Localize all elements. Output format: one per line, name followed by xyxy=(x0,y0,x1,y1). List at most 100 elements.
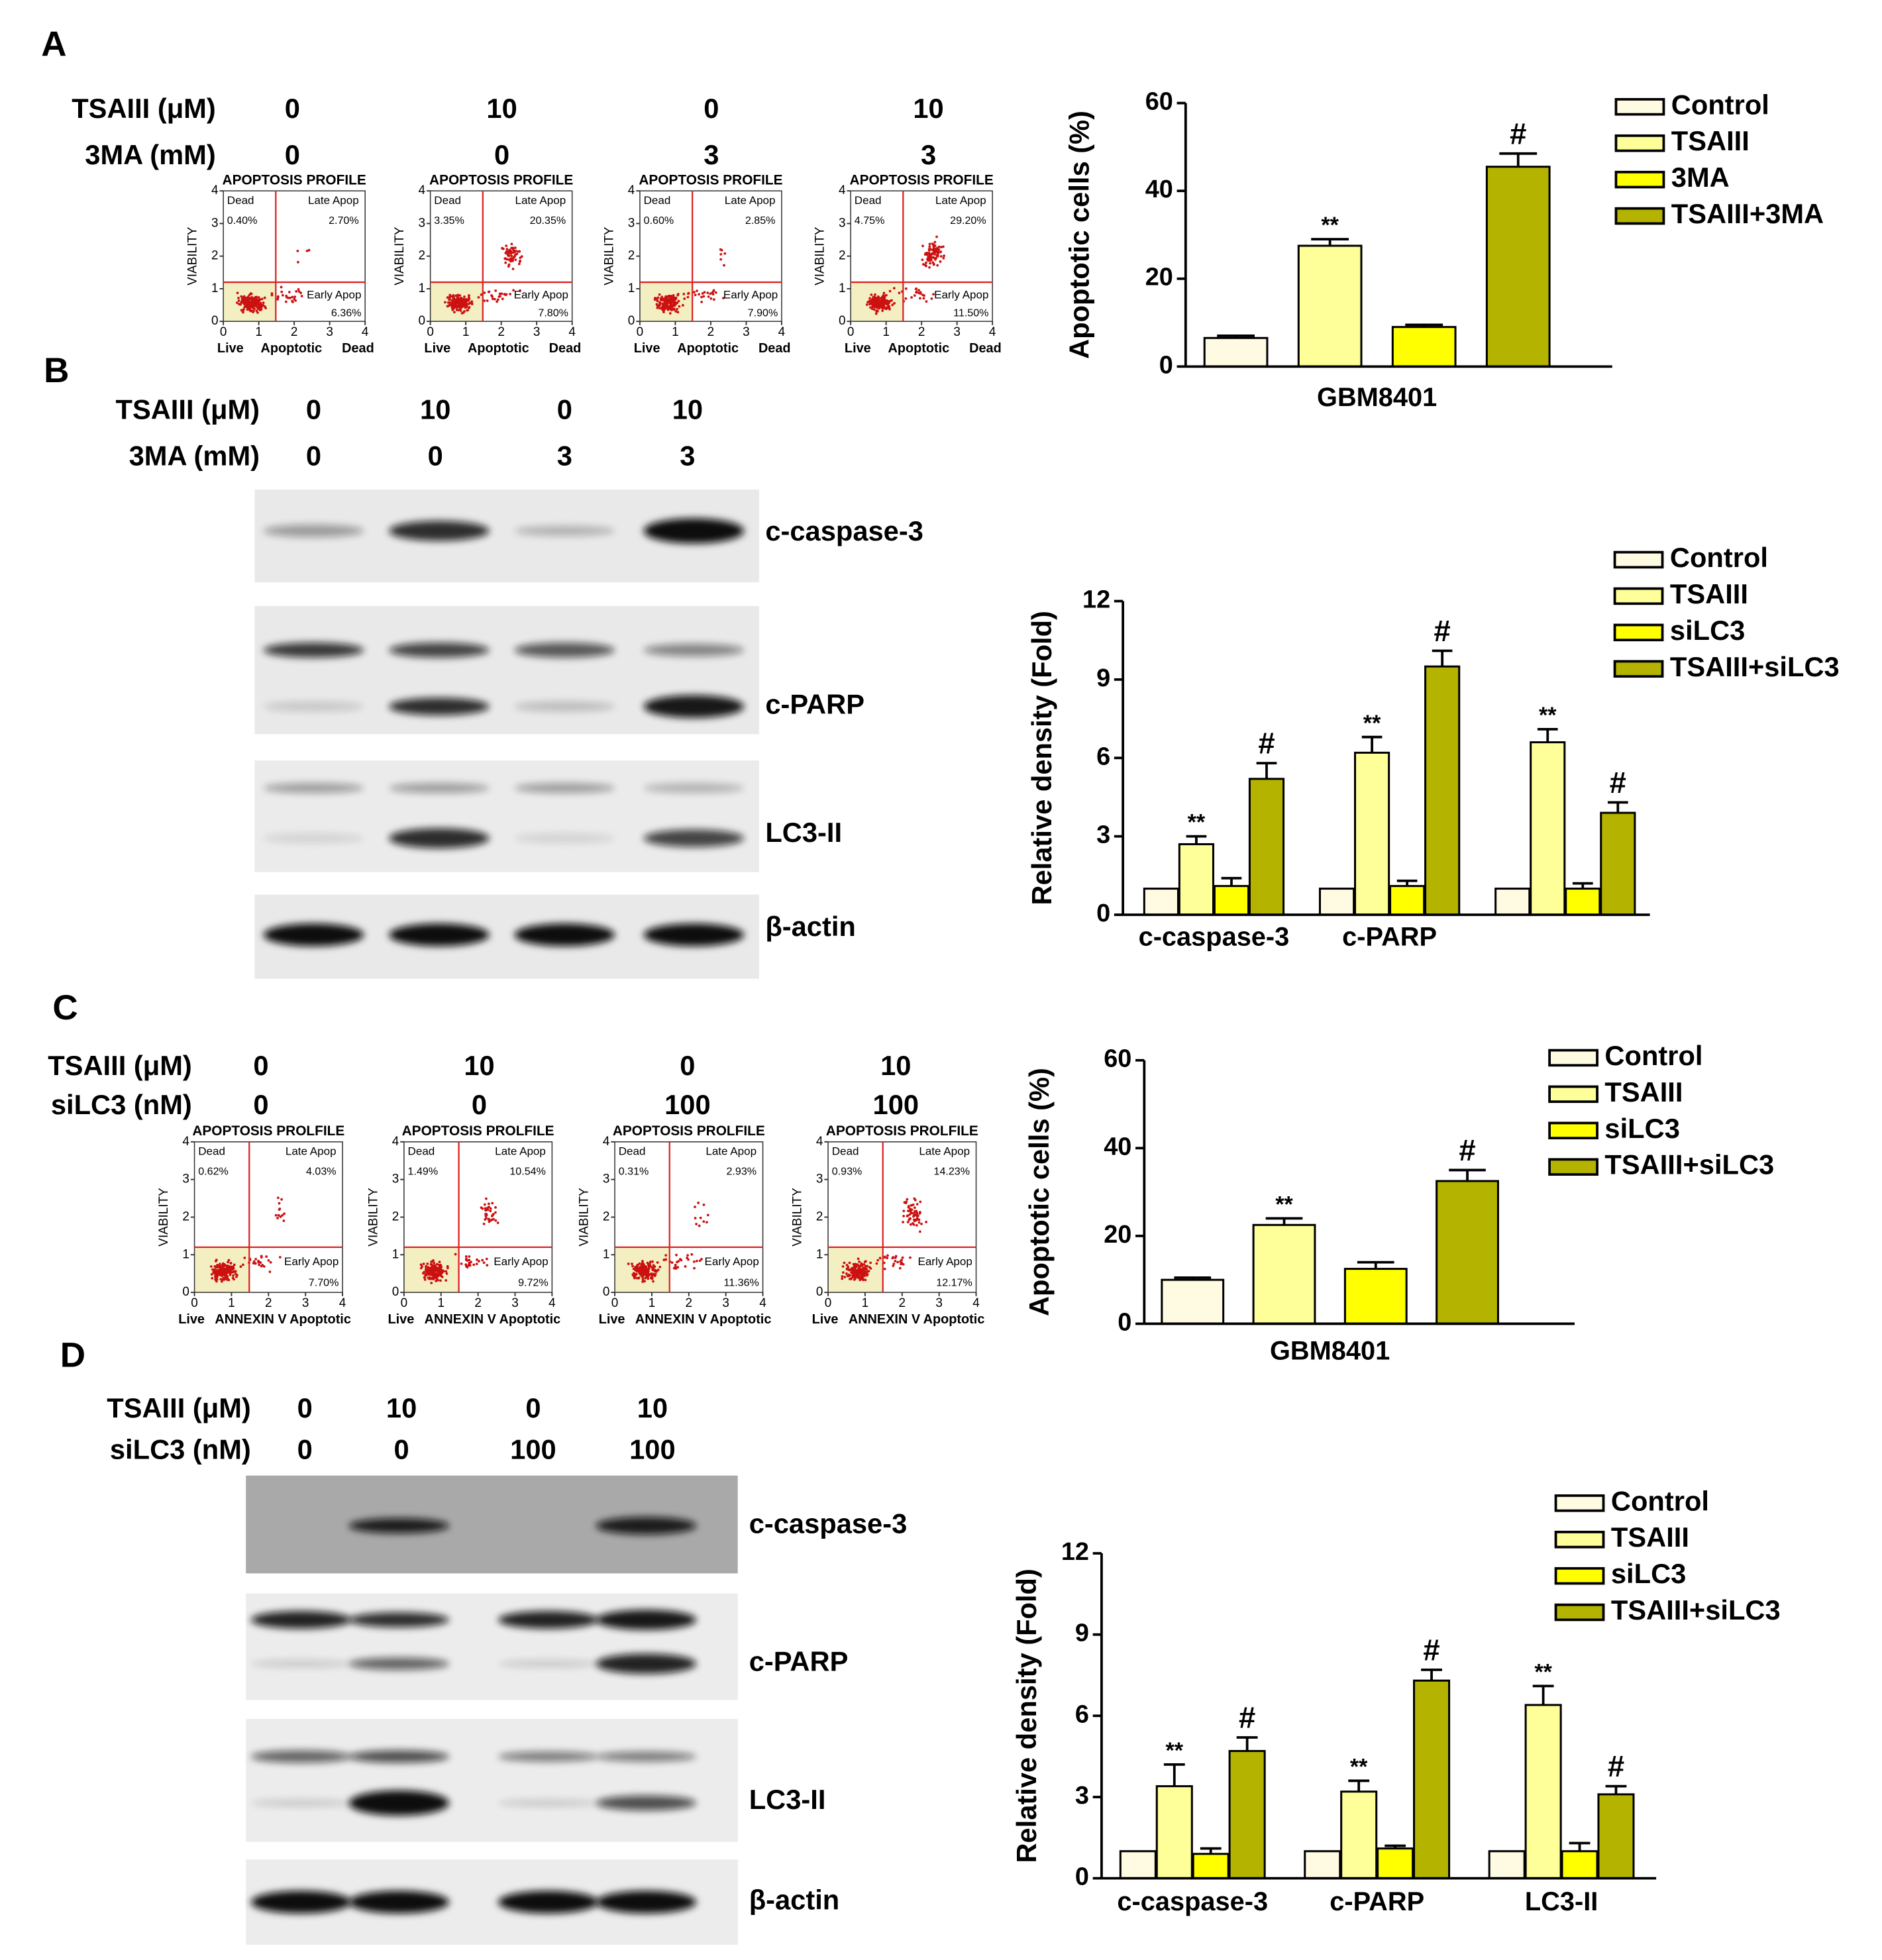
event-dot xyxy=(518,260,521,263)
event-dot xyxy=(490,294,493,297)
significance-mark: ** xyxy=(1166,1738,1184,1763)
event-dot xyxy=(928,245,931,248)
event-dot xyxy=(507,251,511,254)
y-tick-label: 2 xyxy=(628,249,635,263)
event-dot xyxy=(639,1268,642,1271)
event-dot xyxy=(880,300,883,303)
event-dot xyxy=(902,1263,905,1266)
bar xyxy=(1424,665,1461,916)
x-tick-label: 3 xyxy=(511,1296,519,1310)
event-dot xyxy=(647,1275,649,1278)
event-dot xyxy=(491,1213,494,1217)
event-dot xyxy=(913,1197,916,1200)
blot-background xyxy=(246,1719,738,1842)
significance-mark: ** xyxy=(1350,1755,1368,1780)
blot-band xyxy=(263,701,364,712)
event-dot xyxy=(910,1204,913,1207)
event-dot xyxy=(874,312,878,315)
blot-label: c-caspase-3 xyxy=(749,1508,908,1539)
blot-label: LC3-II xyxy=(749,1784,826,1815)
event-dot xyxy=(874,300,877,303)
event-dot xyxy=(470,1261,472,1264)
event-dot xyxy=(460,1262,463,1265)
y-tick-label: 6 xyxy=(1096,743,1110,770)
event-dot xyxy=(914,1213,917,1217)
legend-swatch xyxy=(1548,1121,1598,1140)
event-dot xyxy=(270,293,274,297)
y-tick-label: 2 xyxy=(419,249,426,263)
quadrant-label: Dead xyxy=(644,194,671,207)
event-dot xyxy=(512,256,515,259)
treatment-label: 3MA (mM) xyxy=(85,139,215,170)
event-dot xyxy=(221,1264,224,1266)
bar xyxy=(1340,1790,1378,1880)
y-tick-label: 6 xyxy=(1075,1700,1089,1728)
event-dot xyxy=(698,293,700,296)
event-dot xyxy=(943,254,945,258)
event-dot xyxy=(506,252,509,256)
event-dot xyxy=(519,289,521,292)
event-dot xyxy=(421,1265,423,1268)
event-dot xyxy=(288,291,291,293)
event-dot xyxy=(686,1254,689,1257)
legend-label: 3MA xyxy=(1671,162,1730,193)
event-dot xyxy=(933,240,937,244)
y-tick-label: 2 xyxy=(816,1210,823,1223)
plot-title: APOPTOSIS PROFILE xyxy=(223,173,366,188)
event-dot xyxy=(841,1277,844,1280)
event-dot xyxy=(512,289,515,292)
event-dot xyxy=(239,1265,242,1268)
panel-label: C xyxy=(52,988,78,1027)
blot-band xyxy=(497,1890,599,1914)
event-dot xyxy=(913,294,916,297)
quadrant-label: Early Apop xyxy=(494,1255,548,1268)
event-dot xyxy=(480,293,483,296)
event-dot xyxy=(240,297,244,301)
event-dot xyxy=(942,256,945,260)
significance-mark: ** xyxy=(1363,711,1381,736)
event-dot xyxy=(227,1278,231,1282)
x-tick-label: 4 xyxy=(778,325,786,339)
blot-band xyxy=(389,643,490,658)
event-dot xyxy=(496,1221,499,1224)
event-dot xyxy=(296,249,299,252)
y-tick-label: 0 xyxy=(211,314,219,328)
bar xyxy=(1600,811,1636,916)
event-dot xyxy=(909,1256,912,1259)
event-dot xyxy=(912,1203,915,1206)
event-dot xyxy=(499,295,501,298)
legend-swatch xyxy=(1613,587,1664,605)
event-dot xyxy=(655,1270,658,1273)
event-dot xyxy=(261,1263,264,1266)
event-dot xyxy=(279,1215,282,1218)
event-dot xyxy=(221,1280,223,1283)
event-dot xyxy=(651,1260,654,1263)
blot-band xyxy=(348,1612,450,1627)
event-dot xyxy=(856,1263,859,1266)
treatment-value: 0 xyxy=(472,1089,487,1120)
event-dot xyxy=(892,287,896,290)
x-tick-label: 3 xyxy=(302,1296,309,1310)
event-dot xyxy=(277,1213,280,1217)
event-dot xyxy=(229,1273,232,1276)
event-dot xyxy=(907,1210,910,1212)
event-dot xyxy=(891,303,894,307)
event-dot xyxy=(448,303,451,307)
y-axis-label: VIABILITY xyxy=(578,1188,592,1247)
event-dot xyxy=(462,311,465,314)
event-dot xyxy=(870,293,873,296)
event-dot xyxy=(676,307,679,311)
event-dot xyxy=(635,1266,639,1270)
event-dot xyxy=(868,297,872,300)
significance-mark: ** xyxy=(1275,1192,1293,1217)
bar xyxy=(1161,1278,1225,1325)
x-tick-label: 1 xyxy=(437,1296,444,1310)
bar xyxy=(1248,778,1285,916)
event-dot xyxy=(881,309,884,312)
event-dot xyxy=(227,1261,229,1264)
blot-band xyxy=(497,1611,599,1629)
percentage: 11.50% xyxy=(953,307,988,319)
event-dot xyxy=(282,1219,286,1222)
event-dot xyxy=(243,298,246,301)
event-dot xyxy=(851,1276,855,1278)
